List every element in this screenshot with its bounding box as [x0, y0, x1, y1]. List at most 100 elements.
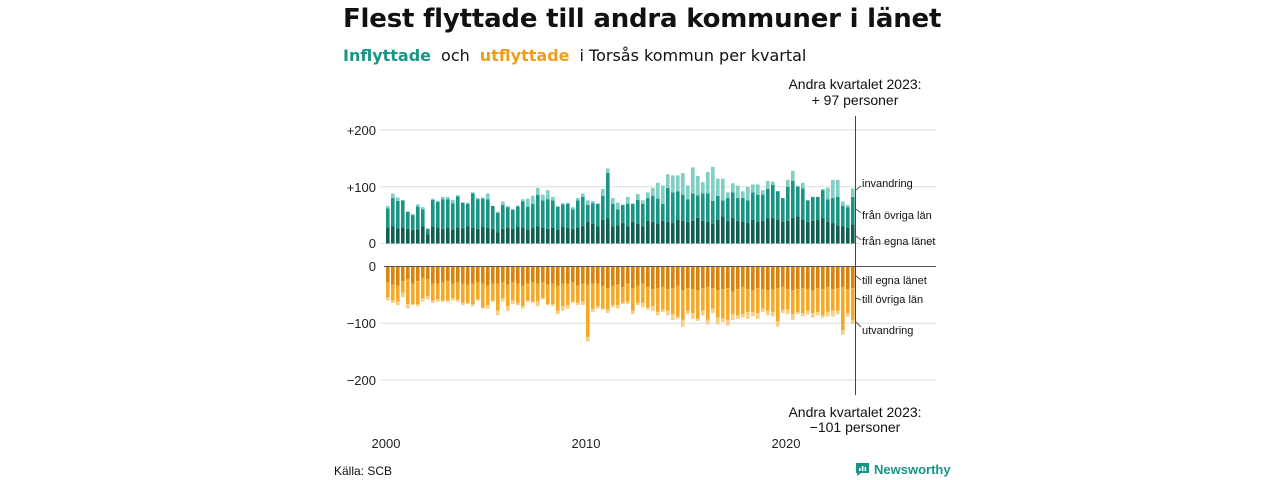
- bar-in-fran-egna-lanet: [471, 227, 475, 244]
- bar-out-till-ovriga-lan: [661, 286, 665, 310]
- bar-out-till-egna-lanet: [686, 266, 690, 289]
- bar-in-invandring: [711, 166, 715, 201]
- bar-in-fran-egna-lanet: [521, 227, 525, 244]
- bar-in-fran-egna-lanet: [386, 227, 390, 244]
- bar-in-fran-egna-lanet: [506, 227, 510, 244]
- bar-out-till-egna-lanet: [831, 266, 835, 290]
- bar-in-fran-ovriga-lan: [751, 192, 755, 220]
- bar-in-fran-egna-lanet: [536, 226, 540, 244]
- bar-in-fran-egna-lanet: [436, 227, 440, 244]
- bar-in-invandring: [541, 194, 545, 201]
- bar-out-till-ovriga-lan: [666, 289, 670, 311]
- bar-in-fran-ovriga-lan: [456, 196, 460, 228]
- bar-out-utvandring: [736, 315, 740, 319]
- legend-fran-ovriga-lan: från övriga län: [862, 210, 932, 222]
- bar-out-till-egna-lanet: [606, 266, 610, 289]
- bar-in-fran-egna-lanet: [771, 217, 775, 244]
- legend-pointer: [855, 235, 862, 241]
- legend-pointer: [855, 321, 862, 328]
- bar-out-till-ovriga-lan: [766, 290, 770, 311]
- newsworthy-logo-icon: [856, 463, 869, 476]
- bar-out-utvandring: [581, 301, 585, 306]
- bar-out-till-egna-lanet: [566, 266, 570, 284]
- bar-in-invandring: [546, 190, 550, 200]
- bar-in-fran-ovriga-lan: [841, 206, 845, 227]
- bar-out-till-ovriga-lan: [686, 288, 690, 311]
- bar-in-invandring: [451, 199, 455, 204]
- bar-out-till-egna-lanet: [386, 266, 390, 283]
- bar-out-till-egna-lanet: [631, 266, 635, 289]
- bar-out-utvandring: [696, 318, 700, 322]
- bar-out-till-ovriga-lan: [801, 288, 805, 314]
- bar-out-till-egna-lanet: [771, 266, 775, 290]
- bar-out-till-egna-lanet: [451, 266, 455, 284]
- bar-in-fran-ovriga-lan: [471, 193, 475, 228]
- legend-pointer: [855, 208, 862, 214]
- bar-in-invandring: [731, 183, 735, 193]
- bar-in-invandring: [651, 187, 655, 196]
- bar-in-invandring: [411, 213, 415, 216]
- bar-in-fran-ovriga-lan: [496, 212, 500, 233]
- bar-in-fran-egna-lanet: [441, 228, 445, 244]
- bar-out-till-egna-lanet: [811, 266, 815, 291]
- bar-in-fran-ovriga-lan: [521, 201, 525, 228]
- bar-in-fran-ovriga-lan: [571, 209, 575, 229]
- bar-out-till-egna-lanet: [796, 266, 800, 290]
- bar-in-fran-egna-lanet: [801, 219, 805, 244]
- bar-out-till-egna-lanet: [461, 266, 465, 284]
- bar-in-invandring: [751, 184, 755, 193]
- bar-in-fran-ovriga-lan: [781, 198, 785, 222]
- bar-out-till-ovriga-lan: [596, 283, 600, 307]
- bar-out-till-ovriga-lan: [681, 290, 685, 320]
- bar-in-fran-egna-lanet: [391, 226, 395, 244]
- bar-out-till-egna-lanet: [491, 266, 495, 284]
- bar-in-invandring: [456, 195, 460, 197]
- bar-in-fran-ovriga-lan: [586, 204, 590, 222]
- bar-in-fran-ovriga-lan: [651, 195, 655, 222]
- bar-out-utvandring: [656, 311, 660, 316]
- bar-out-utvandring: [841, 330, 845, 335]
- bar-in-fran-ovriga-lan: [556, 206, 560, 230]
- bar-out-till-egna-lanet: [391, 266, 395, 285]
- bar-in-invandring: [606, 168, 610, 174]
- bar-in-invandring: [601, 188, 605, 196]
- bar-in-fran-ovriga-lan: [481, 198, 485, 228]
- bar-out-till-ovriga-lan: [841, 286, 845, 331]
- bar-in-fran-ovriga-lan: [671, 192, 675, 224]
- bar-in-fran-egna-lanet: [841, 226, 845, 244]
- bar-in-fran-egna-lanet: [716, 219, 720, 244]
- bar-out-utvandring: [506, 306, 510, 311]
- bar-out-utvandring: [671, 314, 675, 320]
- bar-in-fran-ovriga-lan: [451, 203, 455, 230]
- bar-out-till-egna-lanet: [561, 266, 565, 284]
- bar-out-till-ovriga-lan: [791, 290, 795, 315]
- bar-out-utvandring: [556, 310, 560, 315]
- bar-in-fran-ovriga-lan: [851, 196, 855, 225]
- bar-out-till-ovriga-lan: [456, 282, 460, 300]
- bar-out-utvandring: [611, 305, 615, 308]
- bar-in-fran-egna-lanet: [621, 223, 625, 244]
- bar-in-fran-egna-lanet: [526, 229, 530, 244]
- bar-out-till-ovriga-lan: [556, 285, 560, 311]
- bar-in-fran-ovriga-lan: [631, 203, 635, 222]
- bar-out-utvandring: [746, 311, 750, 319]
- bar-out-till-egna-lanet: [706, 266, 710, 287]
- bar-out-till-ovriga-lan: [726, 288, 730, 320]
- bar-out-utvandring: [731, 314, 735, 320]
- bar-out-utvandring: [596, 306, 600, 309]
- bar-out-utvandring: [571, 301, 575, 303]
- bar-out-till-egna-lanet: [691, 266, 695, 290]
- bar-out-till-ovriga-lan: [771, 289, 775, 312]
- bar-in-invandring: [446, 196, 450, 200]
- brand-logo[interactable]: Newsworthy: [855, 462, 951, 477]
- bar-out-till-egna-lanet: [641, 266, 645, 284]
- bar-out-till-ovriga-lan: [536, 283, 540, 302]
- bar-in-fran-egna-lanet: [751, 219, 755, 244]
- bar-in-fran-ovriga-lan: [511, 209, 515, 229]
- bar-out-till-egna-lanet: [816, 266, 820, 289]
- bar-out-till-ovriga-lan: [531, 282, 535, 302]
- bar-out-till-egna-lanet: [526, 266, 530, 284]
- bar-out-till-egna-lanet: [406, 266, 410, 279]
- bar-out-till-ovriga-lan: [606, 288, 610, 310]
- bar-out-utvandring: [621, 302, 625, 304]
